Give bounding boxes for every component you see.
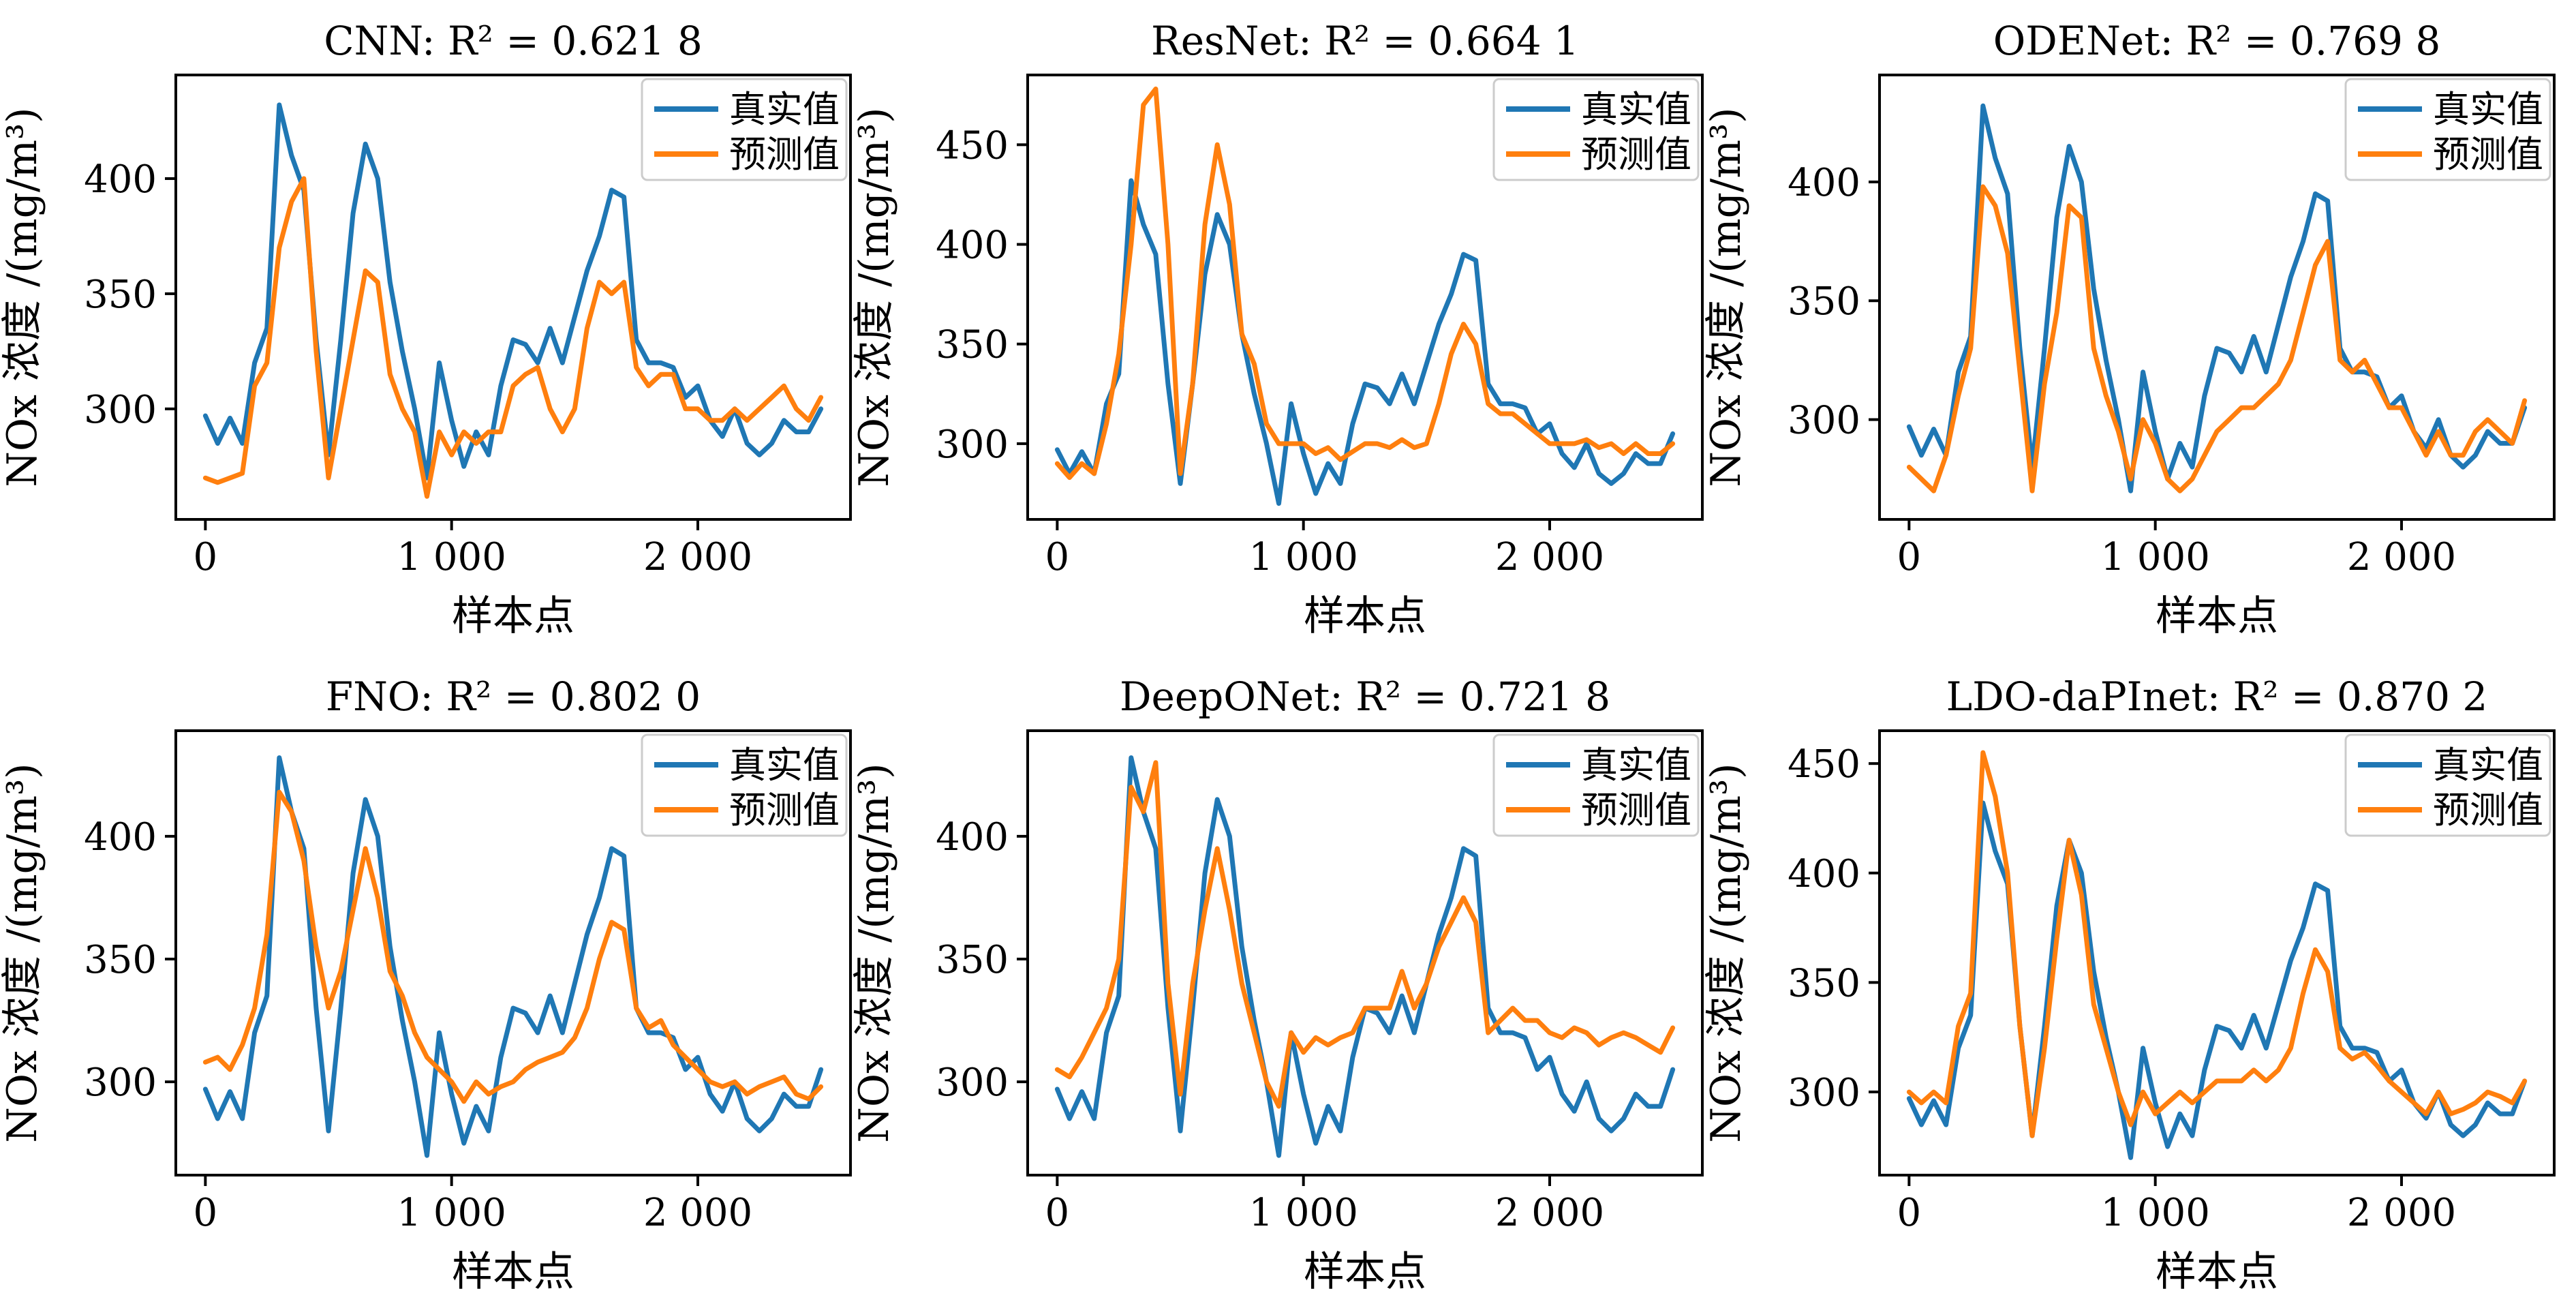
y-axis-label: NOx 浓度 /(mg/m³) <box>0 107 46 487</box>
chart-title: ResNet: R² = 0.664 1 <box>1151 18 1579 64</box>
y-tick-label: 400 <box>84 815 157 860</box>
x-tick-label: 0 <box>1897 535 1922 579</box>
chart-title: ODENet: R² = 0.769 8 <box>1993 18 2441 64</box>
legend-label: 真实值 <box>2433 88 2543 131</box>
y-tick-label: 350 <box>936 323 1009 367</box>
legend-label: 预测值 <box>1581 789 1691 832</box>
chart-panel: CNN: R² = 0.621 8 0 1 000 2 000 300 350 400 样本点… <box>0 18 852 640</box>
chart-panel: DeepONet: R² = 0.721 8 0 1 000 2 000 300 350 4… <box>850 673 1704 1291</box>
x-tick-label: 2 000 <box>2347 535 2456 579</box>
y-tick-label: 400 <box>936 815 1009 860</box>
x-tick-label: 2 000 <box>1495 1191 1604 1235</box>
x-tick-label: 1 000 <box>397 1191 506 1235</box>
plot-frame <box>1026 74 1704 521</box>
legend-label: 预测值 <box>729 789 840 832</box>
chart-panel: ODENet: R² = 0.769 8 0 1 000 2 000 300 350 400… <box>1702 18 2556 640</box>
y-tick-label: 350 <box>936 938 1009 982</box>
x-tick-label: 2 000 <box>1495 535 1604 579</box>
x-tick-label: 2 000 <box>643 1191 752 1235</box>
plot-frame <box>174 74 852 521</box>
legend-label: 真实值 <box>729 744 840 787</box>
predicted-value-line <box>1906 184 2528 493</box>
x-axis-label: 样本点 <box>2156 1248 2278 1291</box>
true-value-line <box>1054 178 1676 506</box>
y-tick-label: 350 <box>1788 961 1860 1005</box>
x-tick-label: 1 000 <box>1249 535 1358 579</box>
y-tick-label: 300 <box>1788 1071 1860 1115</box>
y-axis-label: NOx 浓度 /(mg/m³) <box>850 763 898 1142</box>
y-tick-label: 350 <box>84 938 157 982</box>
legend-label: 真实值 <box>1581 744 1691 787</box>
x-axis-label: 样本点 <box>452 592 574 640</box>
x-tick-label: 1 000 <box>2101 535 2210 579</box>
y-tick-label: 450 <box>1788 742 1860 787</box>
x-axis-label: 样本点 <box>2156 592 2278 640</box>
chart-title: LDO-daPInet: R² = 0.870 2 <box>1946 673 2488 720</box>
y-tick-label: 400 <box>936 224 1009 268</box>
x-tick-label: 0 <box>194 1191 218 1235</box>
y-tick-label: 400 <box>84 157 157 202</box>
x-tick-label: 1 000 <box>1249 1191 1358 1235</box>
x-tick-label: 0 <box>1045 1191 1070 1235</box>
x-tick-label: 0 <box>194 535 218 579</box>
x-axis-label: 样本点 <box>452 1248 574 1291</box>
y-tick-label: 300 <box>1788 399 1860 443</box>
legend-label: 真实值 <box>2433 744 2543 787</box>
legend-label: 真实值 <box>729 88 840 131</box>
x-tick-label: 0 <box>1045 535 1070 579</box>
chart-title: CNN: R² = 0.621 8 <box>324 18 703 64</box>
x-axis-label: 样本点 <box>1304 592 1426 640</box>
predicted-value-line <box>1054 87 1676 481</box>
x-tick-label: 0 <box>1897 1191 1922 1235</box>
y-axis-label: NOx 浓度 /(mg/m³) <box>850 107 898 487</box>
chart-title: DeepONet: R² = 0.721 8 <box>1120 673 1610 720</box>
x-tick-label: 1 000 <box>2101 1191 2210 1235</box>
legend-label: 预测值 <box>2433 789 2543 832</box>
y-tick-label: 400 <box>1788 161 1860 205</box>
chart-panel: LDO-daPInet: R² = 0.870 2 0 1 000 2 000 300 3… <box>1702 673 2556 1291</box>
y-tick-label: 300 <box>936 423 1009 467</box>
y-tick-label: 350 <box>1788 279 1860 324</box>
chart-panel: FNO: R² = 0.802 0 0 1 000 2 000 300 350 400 样本点… <box>0 673 852 1291</box>
predicted-value-line <box>202 176 824 499</box>
y-tick-label: 450 <box>936 123 1009 168</box>
chart-title: FNO: R² = 0.802 0 <box>326 673 701 720</box>
predicted-value-line <box>1054 760 1676 1109</box>
legend-label: 真实值 <box>1581 88 1691 131</box>
plot-frame <box>1026 729 1704 1176</box>
plot-frame <box>1878 74 2556 521</box>
x-axis-label: 样本点 <box>1304 1248 1426 1291</box>
legend-label: 预测值 <box>729 133 840 176</box>
predicted-value-line <box>1906 750 2528 1138</box>
y-tick-label: 300 <box>936 1061 1009 1105</box>
legend-label: 预测值 <box>2433 133 2543 176</box>
y-tick-label: 300 <box>84 388 157 432</box>
y-axis-label: NOx 浓度 /(mg/m³) <box>0 763 46 1142</box>
plot-frame <box>174 729 852 1176</box>
predicted-value-line <box>202 789 824 1104</box>
y-tick-label: 400 <box>1788 852 1860 896</box>
legend-label: 预测值 <box>1581 133 1691 176</box>
x-tick-label: 2 000 <box>2347 1191 2456 1235</box>
y-axis-label: NOx 浓度 /(mg/m³) <box>1702 107 1750 487</box>
chart-panel: ResNet: R² = 0.664 1 0 1 000 2 000 300 350 400… <box>850 18 1704 640</box>
x-tick-label: 2 000 <box>643 535 752 579</box>
y-axis-label: NOx 浓度 /(mg/m³) <box>1702 763 1750 1142</box>
x-tick-label: 1 000 <box>397 535 506 579</box>
y-tick-label: 300 <box>84 1061 157 1105</box>
plot-frame <box>1878 729 2556 1176</box>
y-tick-label: 350 <box>84 273 157 317</box>
